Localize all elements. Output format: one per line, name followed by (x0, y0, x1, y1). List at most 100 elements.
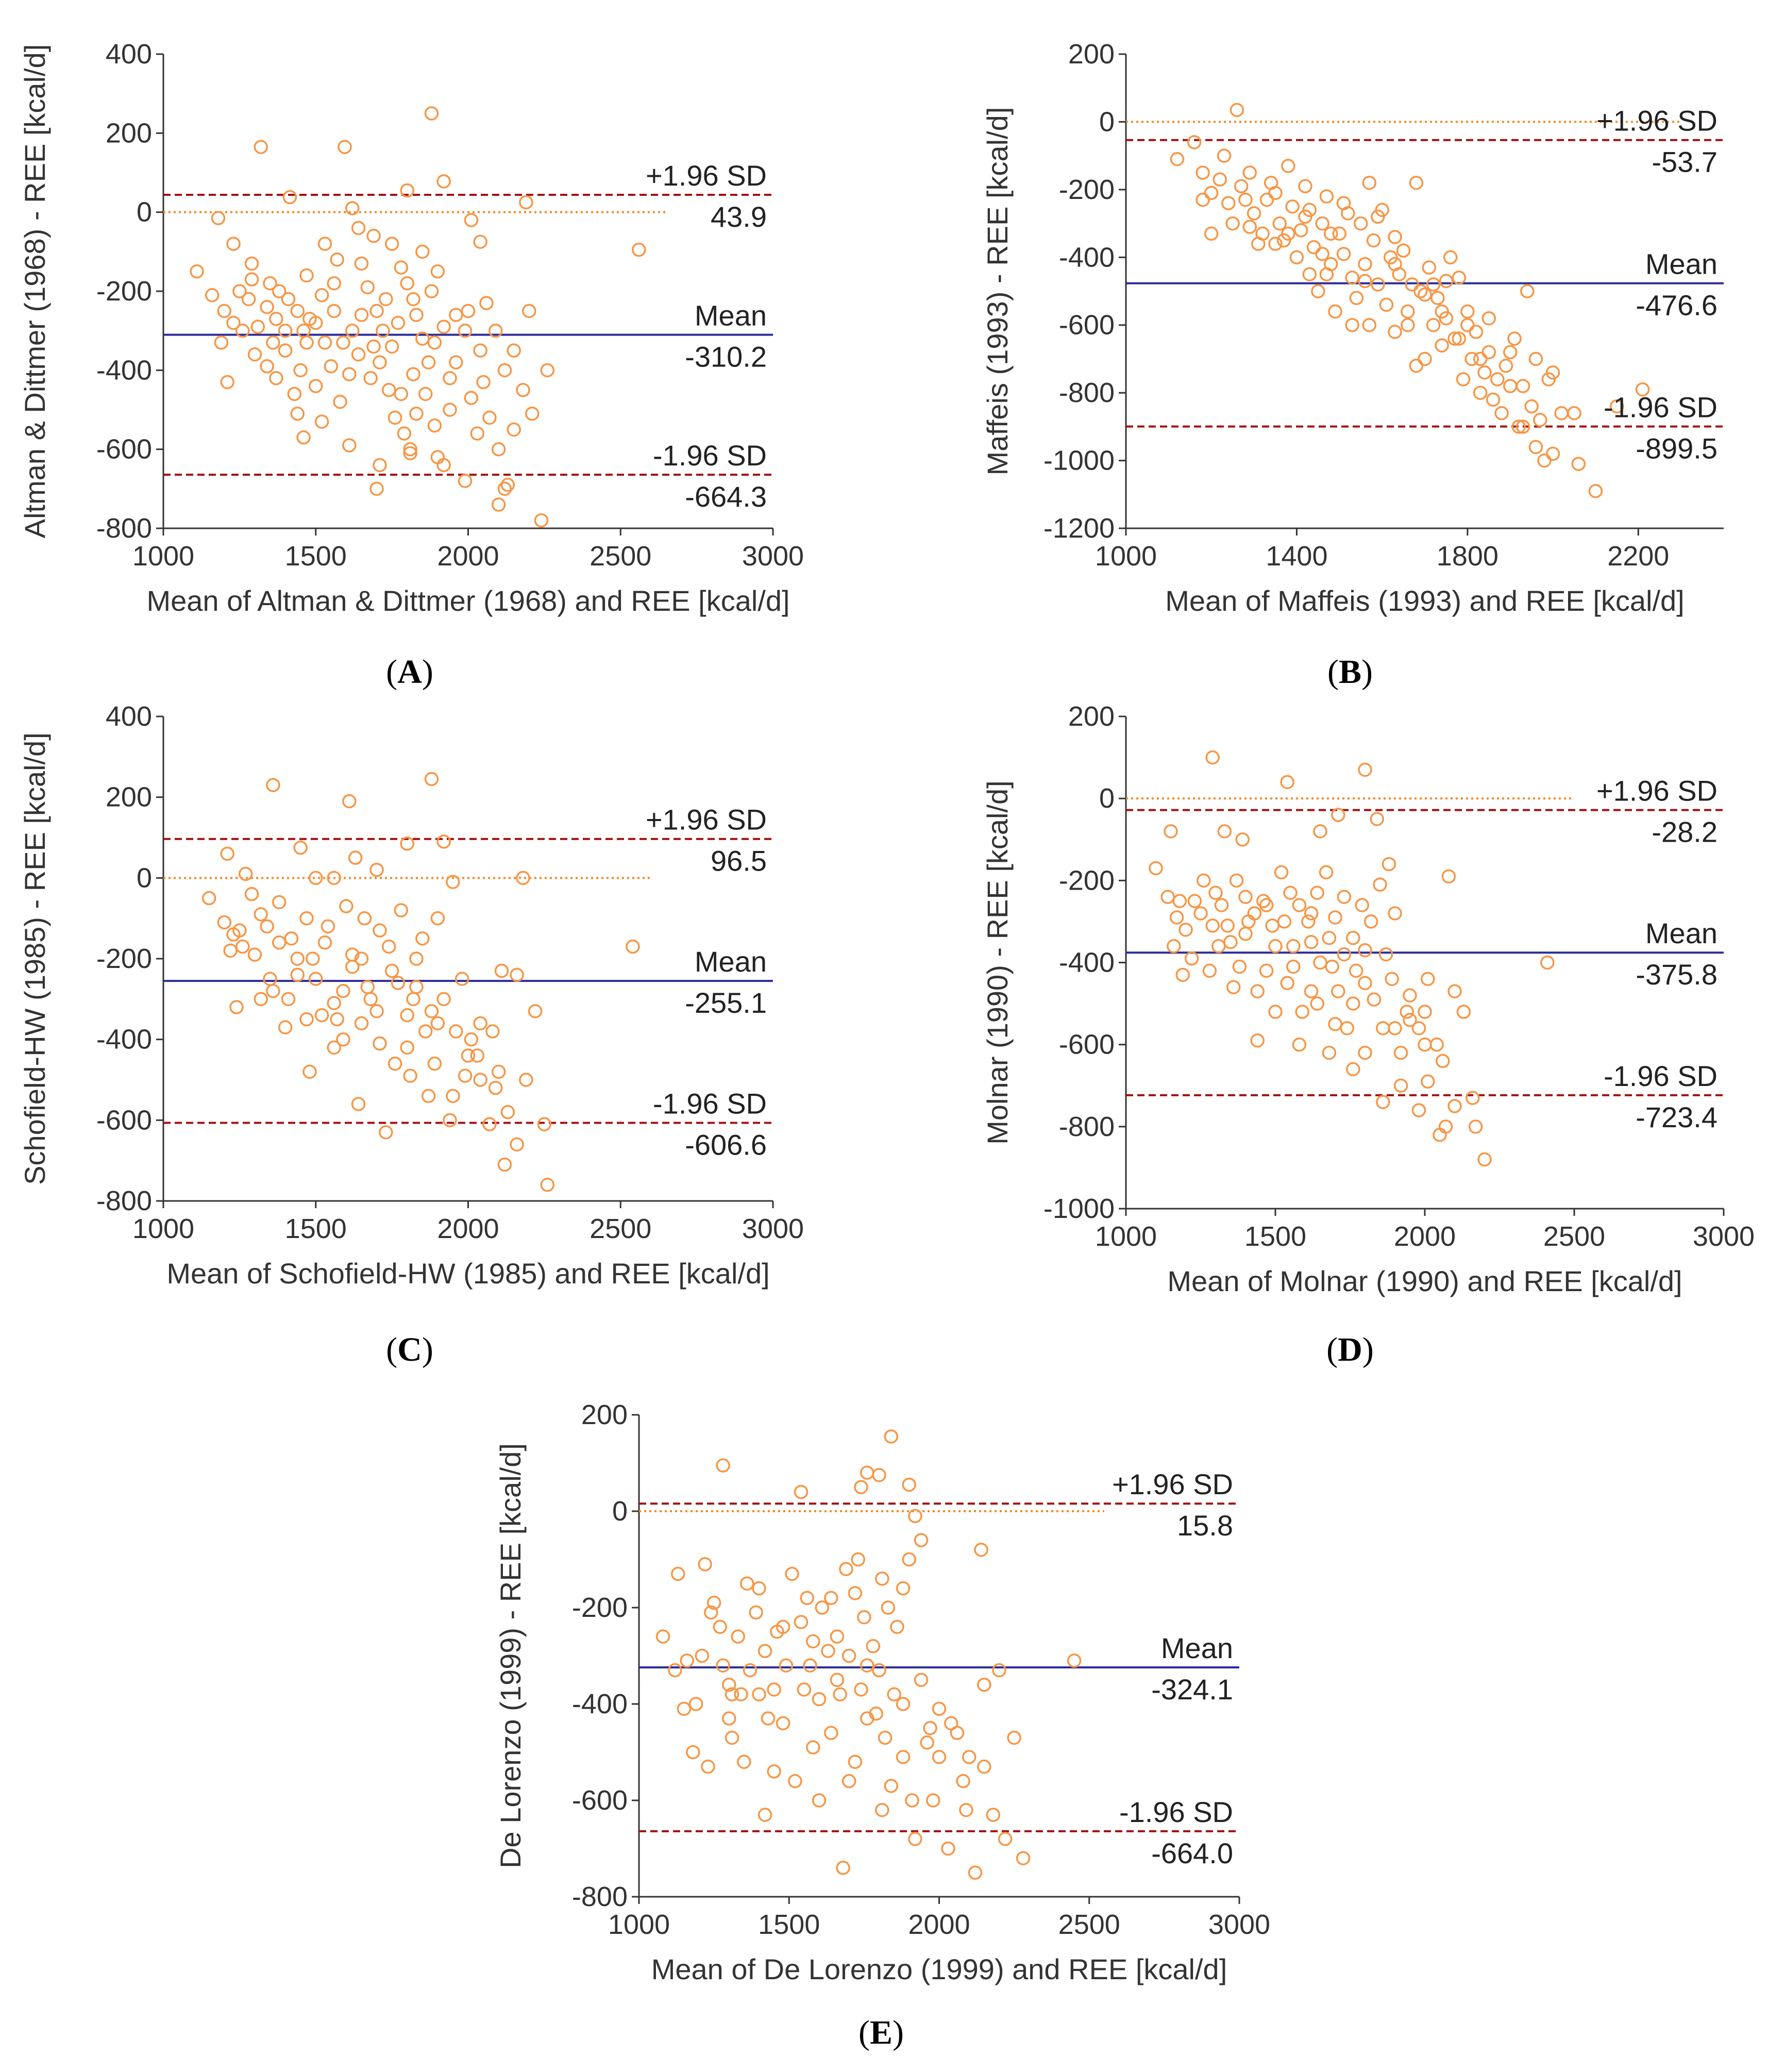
data-point (525, 406, 540, 421)
data-point (776, 1619, 790, 1634)
panel-label-letter: D (1338, 1331, 1362, 1368)
data-points (1149, 750, 1555, 1167)
data-point (400, 276, 414, 291)
data-point (1464, 352, 1479, 366)
data-point (1571, 457, 1586, 471)
data-point (902, 1552, 916, 1567)
x-tick-label: 3000 (742, 541, 804, 572)
x-tick-label: 2000 (437, 541, 499, 572)
data-point (878, 1730, 893, 1745)
data-point (272, 284, 287, 298)
data-point (1328, 910, 1342, 925)
data-point (1259, 898, 1274, 912)
data-point (351, 347, 366, 362)
data-point (473, 235, 487, 249)
x-tick-label: 1500 (285, 541, 347, 572)
data-point (1175, 967, 1190, 982)
data-point (1433, 1128, 1447, 1142)
data-point (491, 1064, 506, 1079)
x-axis-title: Mean of Altman & Dittmer (1968) and REE … (146, 584, 789, 617)
data-point (314, 288, 329, 303)
lower-loa-value: -664.0 (1151, 1837, 1233, 1869)
data-point (223, 943, 238, 958)
x-tick-label: 3000 (1208, 1909, 1270, 1940)
data-point (534, 513, 549, 528)
data-point (800, 1591, 814, 1606)
upper-loa-value: 15.8 (1177, 1509, 1233, 1542)
data-point (1373, 877, 1387, 892)
data-point (342, 438, 357, 453)
data-point (1170, 152, 1185, 166)
panel-label-letter: B (1339, 653, 1361, 691)
data-point (923, 1721, 937, 1735)
x-tick-label: 2200 (1607, 541, 1669, 572)
data-point (500, 477, 515, 492)
data-point (394, 260, 409, 275)
data-point (716, 1458, 730, 1473)
lower-loa-label: -1.96 SD (653, 1088, 767, 1120)
panel-label-open: ( (1327, 653, 1339, 691)
x-axis-title: Mean of Schofield-HW (1985) and REE [kca… (166, 1257, 769, 1290)
data-point (1256, 894, 1271, 908)
data-point (1298, 179, 1312, 194)
data-point (381, 939, 396, 954)
data-point (266, 983, 280, 998)
data-point (519, 195, 533, 210)
data-point (1358, 943, 1372, 958)
data-point (1280, 775, 1294, 790)
data-point (366, 339, 381, 354)
panel-label: (E) (858, 2014, 904, 2051)
data-point (333, 394, 347, 409)
data-point (1429, 1037, 1444, 1052)
y-tick-label: 200 (1068, 39, 1115, 70)
data-point (415, 331, 430, 346)
y-tick-label: 400 (106, 701, 152, 732)
data-point (369, 1004, 384, 1018)
data-point (1503, 345, 1518, 360)
data-point (1208, 885, 1223, 900)
y-tick-label: -200 (572, 1592, 628, 1623)
data-point (342, 367, 357, 381)
data-point (1418, 1037, 1432, 1052)
data-point (470, 1048, 484, 1063)
data-point (260, 359, 274, 374)
data-point (458, 474, 473, 488)
data-point (449, 308, 463, 322)
data-point (424, 284, 439, 298)
data-point (1242, 220, 1257, 234)
panel-label-close: ) (893, 2014, 904, 2051)
data-point (1234, 179, 1249, 194)
data-point (369, 862, 384, 877)
data-point (1567, 406, 1581, 421)
y-tick-label: -600 (1059, 1029, 1115, 1060)
data-point (854, 1682, 868, 1697)
data-point (1346, 1062, 1360, 1077)
data-point (1322, 1045, 1337, 1060)
mean-value: -324.1 (1151, 1673, 1233, 1706)
data-point (409, 406, 424, 421)
data-point (327, 1040, 341, 1055)
data-point (1315, 216, 1329, 231)
panel-label: (A) (386, 653, 433, 691)
data-point (1421, 972, 1435, 987)
data-point (1195, 165, 1210, 180)
data-point (884, 1429, 899, 1444)
data-point (1477, 365, 1492, 380)
data-point (244, 256, 259, 271)
x-tick-label: 3000 (742, 1213, 804, 1244)
data-point (1250, 984, 1265, 998)
data-point (449, 355, 463, 370)
y-tick-label: -800 (96, 1185, 152, 1216)
data-point (1304, 934, 1319, 949)
mean-value: -255.1 (685, 987, 767, 1019)
data-point (421, 1089, 436, 1104)
data-point (875, 1572, 889, 1586)
data-point (1328, 1017, 1342, 1031)
data-point (357, 911, 372, 926)
panel-label-close: ) (1362, 1331, 1374, 1368)
data-point (336, 1032, 350, 1047)
lower-loa-label: -1.96 SD (1119, 1796, 1233, 1828)
data-point (896, 1581, 911, 1596)
data-point (1490, 372, 1505, 387)
